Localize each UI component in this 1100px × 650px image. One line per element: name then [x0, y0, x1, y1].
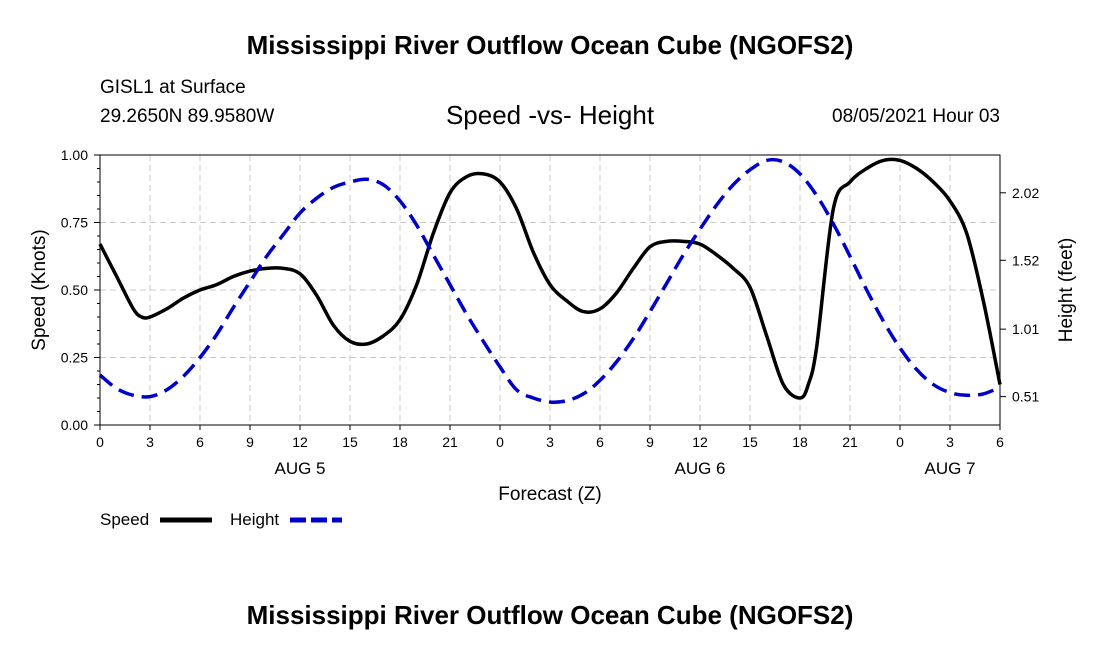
x-tick-label: 15	[342, 434, 358, 450]
station-label: GISL1 at Surface	[100, 77, 246, 98]
x-tick-label: 0	[96, 434, 104, 450]
legend-speed-label: Speed	[100, 510, 149, 529]
legend-height-label: Height	[230, 510, 279, 529]
x-axis-label: Forecast (Z)	[498, 484, 601, 505]
y-axis-right-label: Height (feet)	[1056, 238, 1077, 343]
y-right-tick-label: 0.51	[1012, 389, 1039, 405]
x-tick-label: 9	[646, 434, 654, 450]
x-tick-label: 0	[496, 434, 504, 450]
x-tick-label: 6	[596, 434, 604, 450]
series-layer	[98, 157, 1002, 404]
x-tick-label: 21	[842, 434, 858, 450]
y-left-tick-label: 0.75	[61, 215, 88, 231]
height-series-line	[98, 157, 1001, 404]
x-tick-label: 18	[392, 434, 408, 450]
y-axis-left-label: Speed (Knots)	[29, 229, 50, 350]
coordinates-label: 29.2650N 89.9580W	[100, 106, 275, 127]
y-left-tick-label: 0.00	[61, 417, 88, 433]
x-tick-label: 18	[792, 434, 808, 450]
y-right-tick-label: 2.02	[1012, 185, 1039, 201]
y-left-tick-label: 0.25	[61, 350, 88, 366]
x-date-label: AUG 6	[674, 459, 725, 478]
legend: Speed Height	[100, 510, 342, 529]
x-tick-label: 6	[196, 434, 204, 450]
x-tick-label: 15	[742, 434, 758, 450]
x-tick-label: 12	[692, 434, 708, 450]
x-tick-label: 6	[996, 434, 1004, 450]
x-tick-label: 21	[442, 434, 458, 450]
x-tick-label: 12	[292, 434, 308, 450]
x-tick-label: 3	[946, 434, 954, 450]
forecast-datetime: 08/05/2021 Hour 03	[832, 106, 1000, 127]
y-left-tick-label: 0.50	[61, 282, 88, 298]
chart-subtitle: Speed -vs- Height	[445, 100, 655, 130]
footer-title: Mississippi River Outflow Ocean Cube (NG…	[246, 600, 854, 630]
x-tick-label: 0	[896, 434, 904, 450]
y-right-tick-label: 1.52	[1012, 252, 1039, 268]
chart-title: Mississippi River Outflow Ocean Cube (NG…	[246, 30, 854, 60]
x-tick-label: 3	[146, 434, 154, 450]
y-right-tick-label: 1.01	[1012, 321, 1039, 337]
x-tick-label: 3	[546, 434, 554, 450]
x-tick-label: 9	[246, 434, 254, 450]
x-date-label: AUG 7	[924, 459, 975, 478]
axes: 0 3 6 9 12 15 18 21 0 3 6 9 12 15 18 21 0 3 6 AUG 5 AUG 6 AUG…	[61, 147, 1040, 478]
x-date-label: AUG 5	[274, 459, 325, 478]
speed-series-line	[98, 157, 1002, 400]
y-left-tick-label: 1.00	[61, 147, 88, 163]
